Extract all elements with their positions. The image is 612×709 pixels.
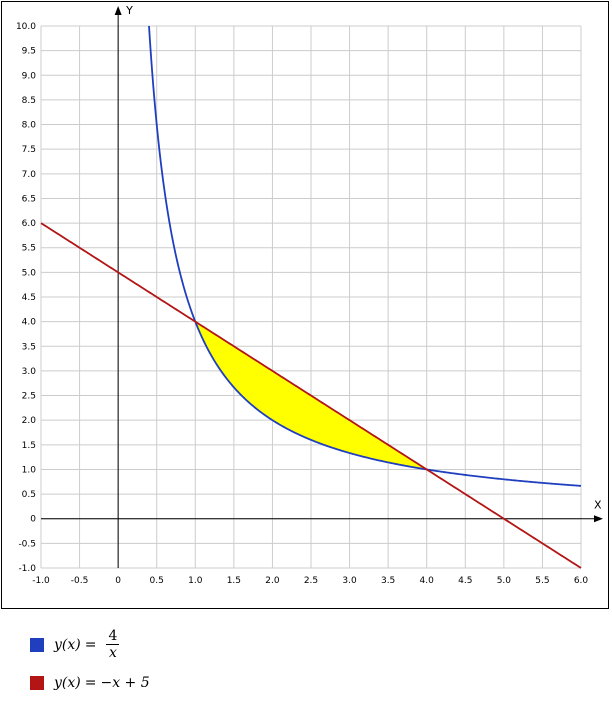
x-tick-label: 4.0 [420, 576, 435, 586]
x-tick-label: 3.0 [342, 576, 357, 586]
legend-eq: = [84, 675, 97, 692]
x-tick-label: 1.5 [227, 576, 241, 586]
legend-swatch-blue [30, 637, 44, 652]
legend-swatch-red [30, 676, 44, 691]
y-tick-label: 0.5 [22, 490, 36, 500]
legend-label-hyperbola: y(x) = 4 x [54, 628, 120, 662]
y-tick-label: 8.0 [22, 121, 37, 131]
x-tick-label: 2.5 [304, 576, 318, 586]
y-tick-label: 3.5 [22, 342, 36, 352]
series-line-hyperbola [148, 25, 582, 487]
y-tick-label: 5.5 [22, 244, 36, 254]
x-tick-label: 3.5 [381, 576, 395, 586]
legend-lhs: y(x) [54, 675, 81, 692]
y-tick-label: 9.0 [22, 71, 37, 81]
y-tick-label: 7.5 [22, 145, 36, 155]
y-tick-label: 9.5 [22, 47, 36, 57]
series-line-linear [40, 222, 582, 569]
y-axis-arrow-icon [114, 6, 122, 15]
legend-item-line: y(x) = −x + 5 [30, 675, 150, 691]
x-tick-label: 5.0 [497, 576, 512, 586]
y-tick-label: 10.0 [16, 22, 36, 32]
x-tick-label: 4.5 [458, 576, 472, 586]
legend-item-hyperbola: y(x) = 4 x [30, 628, 150, 661]
legend-label-line: y(x) = −x + 5 [54, 675, 150, 691]
fraction-denominator: x [108, 645, 117, 662]
tick-labels: -1.0 -0.5 0 0.5 1.0 1.5 2.0 2.5 3.0 3.5 4.0 4.5 5.0 5… [16, 22, 588, 586]
x-axis-arrow-icon [594, 515, 603, 523]
y-tick-label: -0.5 [18, 539, 36, 549]
y-tick-label: 2.0 [22, 416, 37, 426]
y-tick-label: 6.0 [22, 219, 37, 229]
legend: y(x) = 4 x y(x) = −x + 5 [30, 628, 150, 705]
x-tick-label: 2.0 [265, 576, 280, 586]
x-tick-label: 1.0 [188, 576, 203, 586]
x-tick-label: -0.5 [71, 576, 89, 586]
x-tick-label: -1.0 [32, 576, 50, 586]
x-axis-label: X [594, 499, 602, 512]
axes: YX [41, 4, 603, 568]
grid [40, 25, 582, 569]
plot-area: YX -1.0 -0.5 0 0.5 1.0 1.5 2.0 2.5 3.0 3.5 4.0 4.5 5… [16, 4, 603, 586]
x-tick-label: 0 [115, 576, 121, 586]
x-tick-label: 0.5 [150, 576, 164, 586]
series [40, 25, 582, 569]
legend-rhs: −x + 5 [100, 675, 150, 692]
x-tick-label: 6.0 [574, 576, 589, 586]
legend-eq: = [84, 636, 97, 653]
y-tick-label: 2.5 [22, 392, 36, 402]
y-tick-label: 6.5 [22, 194, 36, 204]
x-tick-label: 5.5 [535, 576, 549, 586]
y-tick-label: 1.5 [22, 441, 36, 451]
y-tick-label: 4.0 [22, 318, 37, 328]
y-tick-label: 5.0 [22, 268, 37, 278]
y-tick-label: 0 [30, 515, 36, 525]
y-axis-label: Y [125, 4, 133, 17]
y-tick-label: 1.0 [22, 465, 37, 475]
y-tick-label: 4.5 [22, 293, 36, 303]
fraction-numerator: 4 [106, 628, 120, 646]
y-tick-label: 8.5 [22, 96, 36, 106]
legend-lhs: y(x) [54, 636, 81, 653]
y-tick-label: -1.0 [18, 564, 36, 574]
y-tick-label: 3.0 [22, 367, 37, 377]
y-tick-label: 7.0 [22, 170, 37, 180]
legend-fraction: 4 x [106, 628, 120, 662]
